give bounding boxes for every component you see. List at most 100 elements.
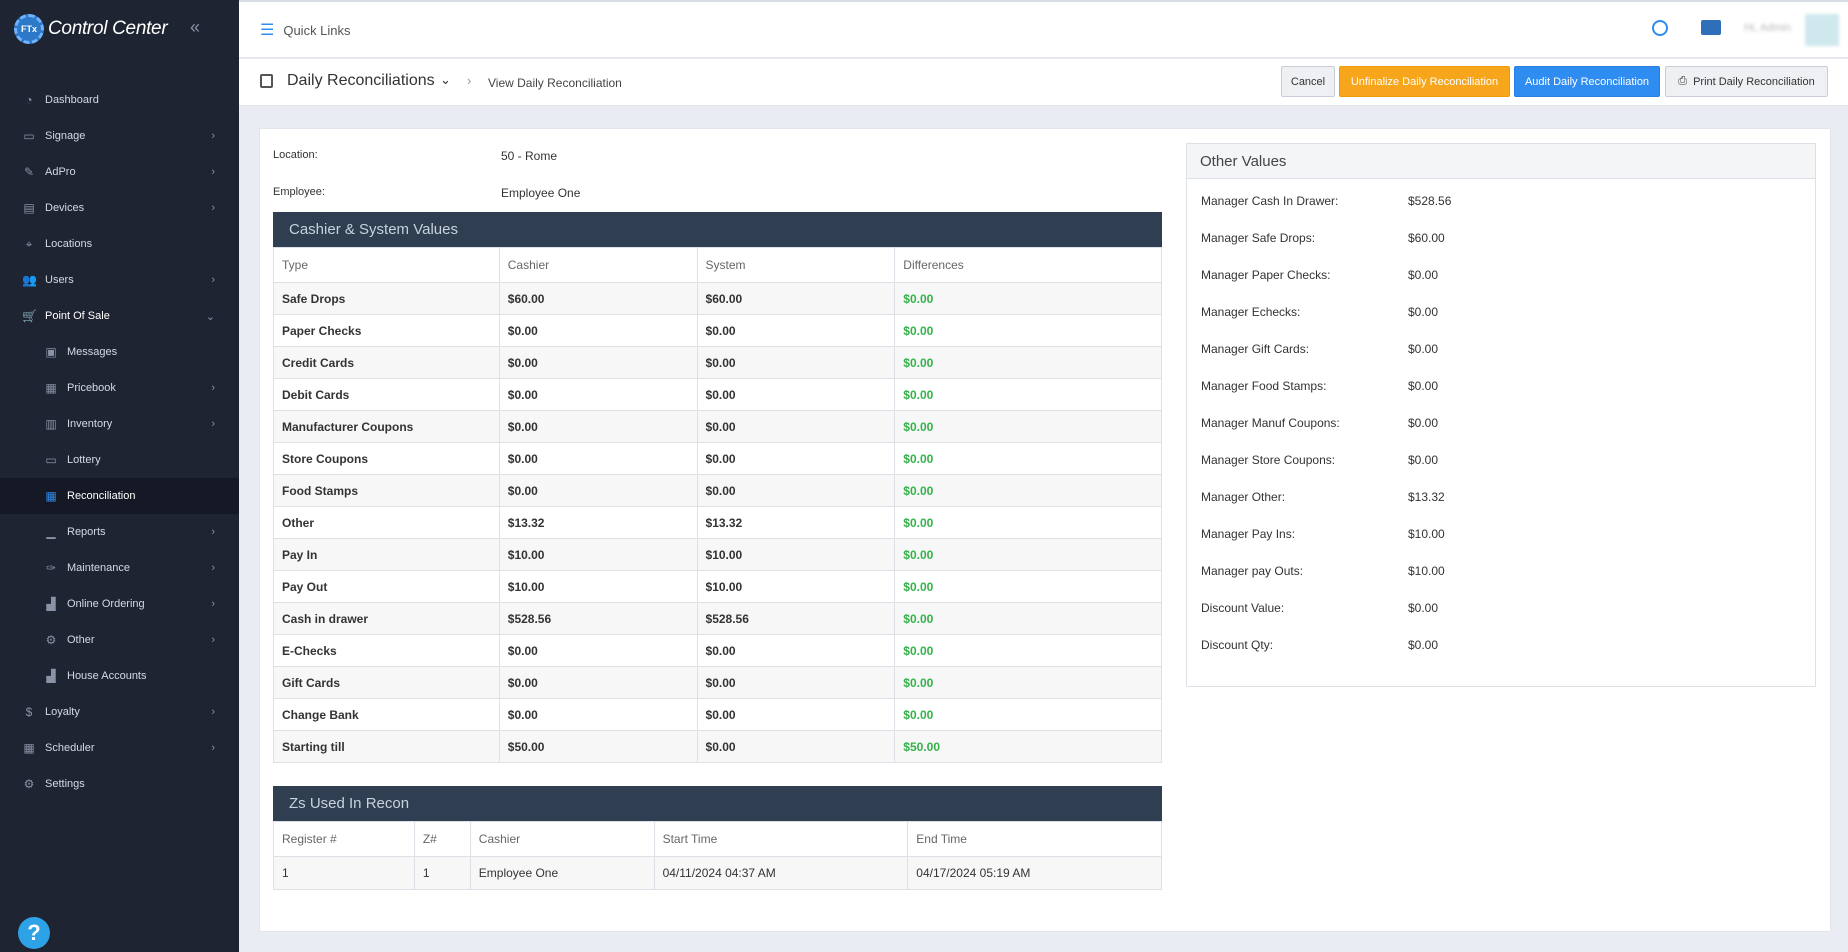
sidebar-item-maintenance[interactable]: ✑ Maintenance ›: [0, 550, 239, 586]
table-cell: $0.00: [696, 442, 896, 475]
sidebar-item-inventory[interactable]: ▥ Inventory ›: [0, 406, 239, 442]
sidebar-item-locations[interactable]: ⌖ Locations: [0, 226, 239, 262]
chevron-right-icon: ›: [211, 634, 215, 646]
other-value-label: Manager Echecks:: [1201, 305, 1301, 319]
table-row: Store Coupons $0.00 $0.00 $0.00: [273, 442, 1162, 475]
breadcrumb-separator-icon: ›: [467, 73, 472, 88]
devices-icon: ▤: [23, 201, 35, 215]
chat-icon[interactable]: [1701, 20, 1721, 35]
table-cell: $0.00: [696, 730, 896, 763]
table-row: Paper Checks $0.00 $0.00 $0.00: [273, 314, 1162, 347]
table-cell: Other: [273, 506, 500, 539]
sidebar-item-reports[interactable]: ▁ Reports ›: [0, 514, 239, 550]
table-cell: $0.00: [894, 538, 1162, 571]
sidebar-item-scheduler[interactable]: ▦ Scheduler ›: [0, 730, 239, 766]
sidebar-item-house-accounts[interactable]: ▟ House Accounts: [0, 658, 239, 694]
calculator-icon: ▦: [45, 381, 57, 395]
column-header: Register #: [273, 821, 415, 857]
sidebar-item-dashboard[interactable]: ◔ Dashboard: [0, 82, 239, 118]
table-row: E-Checks $0.00 $0.00 $0.00: [273, 634, 1162, 667]
sidebar-item-label: Reconciliation: [67, 490, 136, 502]
table-cell: $0.00: [894, 634, 1162, 667]
collapse-sidebar-icon[interactable]: «: [190, 17, 201, 37]
unfinalize-button[interactable]: Unfinalize Daily Reconciliation: [1339, 66, 1510, 97]
sidebar-item-users[interactable]: 👥 Users ›: [0, 262, 239, 298]
quick-links-label: Quick Links: [283, 22, 351, 38]
avatar[interactable]: [1805, 14, 1839, 46]
sidebar-item-label: Locations: [45, 238, 93, 250]
ticket-icon: ▭: [45, 453, 57, 467]
table-row: Other $13.32 $13.32 $0.00: [273, 506, 1162, 539]
sidebar-item-settings[interactable]: ⚙ Settings: [0, 766, 239, 802]
table-cell: Pay In: [273, 538, 500, 571]
table-cell: Debit Cards: [273, 378, 500, 411]
sidebar-item-messages[interactable]: ▣ Messages: [0, 334, 239, 370]
sidebar-item-reconciliation[interactable]: ▦ Reconciliation: [0, 478, 239, 514]
warehouse-icon: ▥: [45, 417, 57, 431]
sidebar-item-label: Pricebook: [67, 382, 116, 394]
sidebar-item-loyalty[interactable]: $ Loyalty ›: [0, 694, 239, 730]
page-title[interactable]: Daily Reconciliations: [287, 72, 435, 89]
other-value-amount: $0.00: [1408, 416, 1439, 430]
map-pin-icon: ⌖: [25, 237, 33, 251]
table-cell: $0.00: [894, 314, 1162, 347]
cancel-button[interactable]: Cancel: [1281, 66, 1335, 97]
topbar: ☰ Quick Links Hi, Admin: [239, 0, 1848, 58]
table-row: Gift Cards $0.00 $0.00 $0.00: [273, 666, 1162, 699]
search-icon[interactable]: [1652, 20, 1668, 36]
table-row: Safe Drops $60.00 $60.00 $0.00: [273, 282, 1162, 315]
sidebar-item-point-of-sale[interactable]: 🛒 Point Of Sale ⌄: [0, 298, 239, 334]
table-cell: $0.00: [894, 346, 1162, 379]
help-button[interactable]: ?: [18, 917, 50, 949]
table-cell: $0.00: [696, 634, 896, 667]
other-values-panel: Other Values Manager Cash In Drawer: $528…: [1186, 143, 1816, 687]
table-cell: $60.00: [498, 282, 698, 315]
table-cell: $0.00: [498, 666, 698, 699]
table-cell: 04/11/2024 04:37 AM: [653, 856, 909, 890]
table-cell: $13.32: [696, 506, 896, 539]
other-value-amount: $0.00: [1408, 379, 1439, 393]
sidebar-item-signage[interactable]: ▭ Signage ›: [0, 118, 239, 154]
sidebar-item-pricebook[interactable]: ▦ Pricebook ›: [0, 370, 239, 406]
table-cell: $528.56: [696, 602, 896, 635]
table-row: Manufacturer Coupons $0.00 $0.00 $0.00: [273, 410, 1162, 443]
chevron-right-icon: ›: [211, 526, 215, 538]
quick-links[interactable]: ☰ Quick Links: [260, 20, 351, 40]
chevron-down-icon[interactable]: ⌄: [440, 72, 451, 87]
table-cell: $0.00: [498, 378, 698, 411]
other-value-amount: $10.00: [1408, 527, 1445, 541]
sidebar-item-lottery[interactable]: ▭ Lottery: [0, 442, 239, 478]
user-name[interactable]: Hi, Admin: [1744, 22, 1792, 34]
other-value-amount: $0.00: [1408, 305, 1439, 319]
table-cell: Store Coupons: [273, 442, 500, 475]
employee-label: Employee:: [273, 186, 325, 198]
chevron-right-icon: ›: [211, 562, 215, 574]
table-cell: $60.00: [696, 282, 896, 315]
table-cell: Manufacturer Coupons: [273, 410, 500, 443]
sidebar-item-adpro[interactable]: ✎ AdPro ›: [0, 154, 239, 190]
column-header: Type: [273, 247, 500, 283]
chevron-right-icon: ›: [211, 202, 215, 214]
other-value-label: Manager Gift Cards:: [1201, 342, 1310, 356]
table-cell: $50.00: [894, 730, 1162, 763]
calendar-icon: ▦: [23, 741, 35, 755]
sidebar-item-other[interactable]: ⚙ Other ›: [0, 622, 239, 658]
brand-name: Control Center: [48, 18, 168, 39]
monitor-icon: ▭: [23, 129, 35, 143]
location-label: Location:: [273, 149, 318, 161]
table-cell: Gift Cards: [273, 666, 500, 699]
sidebar-item-label: Messages: [67, 346, 118, 358]
sidebar-item-online-ordering[interactable]: ▟ Online Ordering ›: [0, 586, 239, 622]
other-value-amount: $0.00: [1408, 268, 1439, 282]
sidebar-item-devices[interactable]: ▤ Devices ›: [0, 190, 239, 226]
audit-button[interactable]: Audit Daily Reconciliation: [1514, 66, 1660, 97]
column-header: Differences: [894, 247, 1162, 283]
calendar-icon: [260, 74, 273, 88]
print-button[interactable]: ⎙ Print Daily Reconciliation: [1665, 66, 1828, 97]
other-value-label: Discount Qty:: [1201, 638, 1274, 652]
table-cell: $10.00: [498, 538, 698, 571]
other-values-header: Other Values: [1187, 144, 1815, 179]
brand[interactable]: FTx Control Center: [0, 0, 239, 58]
other-value-label: Discount Value:: [1201, 601, 1285, 615]
chevron-right-icon: ›: [211, 706, 215, 718]
